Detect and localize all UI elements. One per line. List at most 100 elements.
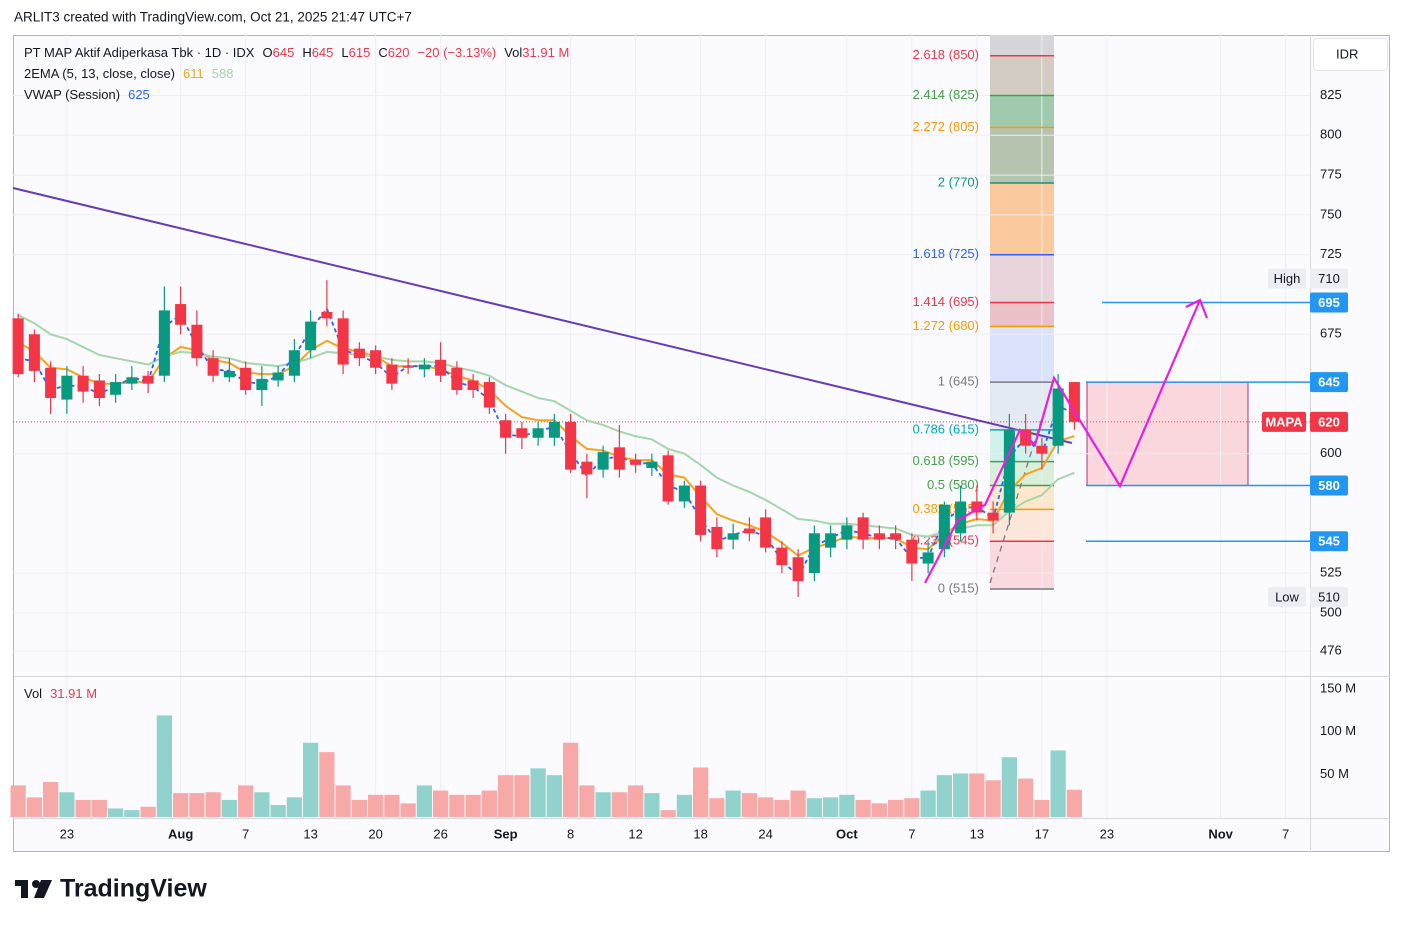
volume-bar — [1034, 799, 1050, 817]
x-tick-label: 13 — [303, 826, 317, 841]
x-tick-label: 24 — [758, 826, 772, 841]
price-label-box — [1310, 475, 1348, 496]
candle-body — [646, 461, 658, 469]
brand: TradingView — [60, 875, 207, 903]
candle-body — [191, 324, 203, 359]
candle-body — [483, 382, 495, 408]
volume-bar — [335, 785, 351, 817]
price-label-name: MAPA — [1265, 414, 1303, 429]
volume-bar — [108, 808, 124, 817]
volume-group — [10, 715, 1082, 817]
logo-part — [32, 880, 40, 888]
x-tick-label: Oct — [836, 826, 858, 841]
candle-body — [418, 364, 430, 370]
fib-zone — [990, 254, 1054, 303]
candle-body — [581, 461, 593, 475]
volume-bar — [59, 792, 75, 817]
volume-bar — [156, 715, 172, 817]
candle-body — [938, 504, 950, 550]
volume-bar — [400, 803, 416, 817]
volume-bar — [595, 792, 611, 817]
symbol: PT MAP Aktif Adiperkasa Tbk · 1D · IDX — [24, 45, 255, 60]
price-label-box — [1310, 586, 1348, 607]
candle-body — [1068, 382, 1080, 422]
volume-bar — [693, 767, 709, 817]
fib-zone — [990, 35, 1054, 56]
x-tick-label: 7 — [908, 826, 915, 841]
volume-bar — [465, 794, 481, 817]
price-label-name: Low — [1275, 589, 1299, 604]
volume-bar — [546, 775, 562, 817]
candle-body — [61, 375, 73, 400]
x-tick-label: 23 — [1100, 826, 1114, 841]
price-label-box — [1310, 411, 1348, 432]
volume-bar — [124, 810, 140, 817]
price-label: 695 — [1318, 295, 1340, 310]
x-tick-label: 13 — [970, 826, 984, 841]
candle-body — [467, 380, 479, 391]
indicator-name: 2EMA (5, 13, close, close) — [24, 66, 175, 81]
currency-box[interactable] — [1313, 38, 1388, 71]
candle-body — [678, 485, 690, 502]
price-label: 620 — [1318, 414, 1340, 429]
projection — [924, 298, 1209, 584]
legend-row: PT MAP Aktif Adiperkasa Tbk · 1D · IDX O6… — [24, 45, 569, 60]
trend-line — [12, 187, 1073, 444]
volume-bar — [628, 785, 644, 817]
volume-value: 31.91 M — [522, 45, 569, 60]
indicator-value: 625 — [128, 87, 150, 102]
candle-body — [890, 533, 902, 540]
candle-body — [451, 367, 463, 391]
volume-bar — [10, 785, 26, 817]
currency: IDR — [1336, 46, 1358, 61]
volume-bar — [140, 806, 156, 817]
volume-bar — [238, 785, 254, 817]
ohlc-value: 620 — [388, 45, 410, 60]
y-tick-label: 600 — [1320, 445, 1342, 460]
x-tick-label: 23 — [60, 826, 74, 841]
candle-body — [110, 382, 122, 395]
indicator-value: 588 — [212, 66, 234, 81]
price-label-box — [1310, 531, 1348, 552]
candle-body — [256, 378, 268, 391]
y-tick-label: 775 — [1320, 167, 1342, 182]
volume-bar — [221, 799, 237, 817]
candle-body — [77, 375, 89, 392]
fib-zone — [990, 183, 1054, 255]
volume-bar — [368, 794, 384, 817]
volume-bar — [530, 768, 546, 817]
volume-bar — [433, 790, 449, 817]
projection-arrowhead — [1185, 298, 1209, 319]
volume-bar — [449, 794, 465, 817]
candle-body — [45, 367, 57, 398]
candle-body — [223, 370, 235, 378]
candle-body — [386, 364, 398, 384]
candle-body — [695, 485, 707, 535]
fib-zone — [990, 541, 1054, 590]
volume-bar — [319, 752, 335, 817]
price-label-box — [1310, 372, 1348, 393]
candle-body — [1020, 429, 1032, 446]
indicator-name: VWAP (Session) — [24, 87, 120, 102]
candle-body — [28, 334, 40, 371]
fib-zone — [990, 509, 1054, 542]
x-tick-label: Nov — [1208, 826, 1233, 841]
candle-body — [841, 525, 853, 540]
legend-row: 2EMA (5, 13, close, close) 611 588 — [24, 66, 233, 81]
candle-body — [873, 533, 885, 540]
fib-zone — [990, 382, 1054, 430]
fib-label: 1.272 (680) — [913, 318, 980, 333]
y-tick-label: 800 — [1320, 127, 1342, 142]
fib-zone — [990, 326, 1054, 383]
volume-bar — [774, 799, 790, 817]
volume-bar — [611, 792, 627, 817]
volume-bar — [384, 794, 400, 817]
fib-label: 1.414 (695) — [913, 294, 980, 309]
fib-label: 2.618 (850) — [913, 47, 980, 62]
candle-body — [1052, 388, 1064, 446]
fib-label: 0 (515) — [938, 580, 979, 595]
candle-body — [158, 310, 170, 376]
candle-body — [370, 350, 382, 368]
